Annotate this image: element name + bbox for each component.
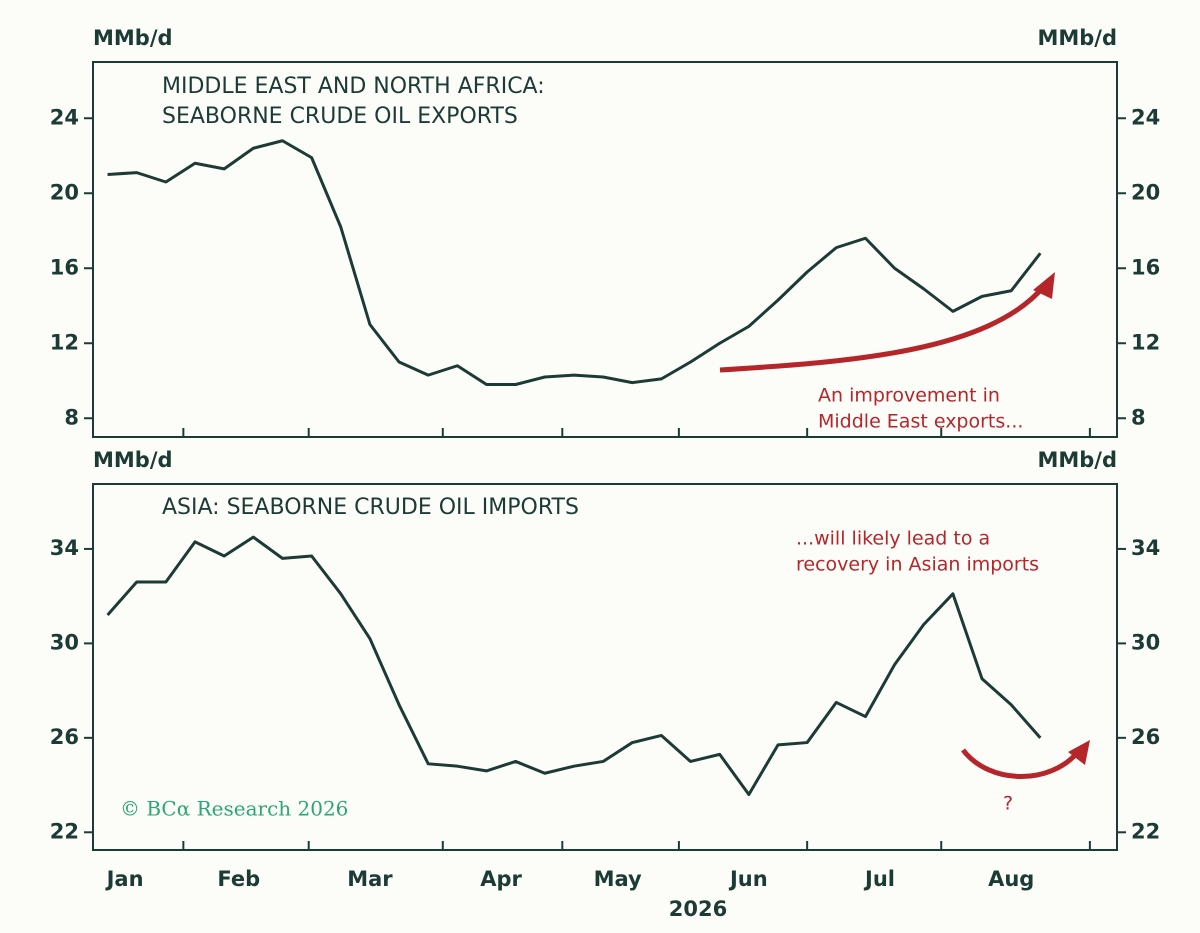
y2-tick-label: 26: [1131, 725, 1160, 749]
arrow: [719, 283, 1047, 373]
annotation: ?: [1003, 793, 1013, 815]
data-line: [106, 535, 1042, 797]
y2-tick-label: 20: [1131, 180, 1160, 204]
y2-tick-label: 16: [1131, 255, 1160, 279]
annotation: An improvement in: [818, 385, 1000, 407]
plot-frame: [92, 483, 1118, 851]
y-axis-label: MMb/d: [93, 26, 173, 50]
annotation: Middle East exports...: [818, 411, 1023, 433]
x-axis-label: 2026: [669, 897, 727, 921]
y2-axis-label: MMb/d: [1037, 448, 1117, 472]
y-tick-label: 8: [64, 405, 79, 429]
y2-tick-label: 30: [1131, 630, 1160, 654]
panel-title: ASIA: SEABORNE CRUDE OIL IMPORTS: [162, 495, 579, 520]
y-tick-label: 26: [50, 725, 79, 749]
y2-tick-label: 8: [1131, 405, 1146, 429]
arrowhead: [1068, 740, 1090, 765]
data-line: [107, 139, 1042, 386]
panel-title: MIDDLE EAST AND NORTH AFRICA:: [162, 74, 545, 99]
y2-axis-label: MMb/d: [1037, 26, 1117, 50]
y2-tick-label: 34: [1131, 536, 1160, 560]
x-tick-label: Mar: [347, 867, 393, 891]
annotation: ...will likely lead to a: [796, 528, 990, 550]
y-tick-label: 30: [50, 630, 79, 654]
y-tick-label: 34: [50, 536, 79, 560]
y-axis-label: MMb/d: [93, 448, 173, 472]
annotation: recovery in Asian imports: [796, 554, 1039, 576]
x-tick-label: Feb: [217, 867, 260, 891]
y-tick-label: 16: [50, 255, 79, 279]
x-tick-label: Jun: [728, 867, 768, 891]
panel-title: SEABORNE CRUDE OIL EXPORTS: [162, 104, 518, 129]
plot-frame: [92, 61, 1118, 438]
y2-tick-label: 12: [1131, 330, 1160, 354]
y-tick-label: 24: [50, 105, 79, 129]
arrow: [961, 748, 1080, 779]
source: © BCα Research 2026: [120, 797, 348, 821]
x-tick-label: May: [594, 867, 642, 891]
y-tick-label: 12: [50, 330, 79, 354]
x-tick-label: Aug: [988, 867, 1034, 891]
x-tick-label: Jul: [863, 867, 895, 891]
x-tick-label: Apr: [480, 867, 522, 891]
y2-tick-label: 22: [1131, 819, 1160, 843]
arrowhead: [1033, 272, 1055, 299]
y-tick-label: 20: [50, 180, 79, 204]
x-tick-label: Jan: [105, 867, 144, 891]
y2-tick-label: 24: [1131, 105, 1160, 129]
y-tick-label: 22: [50, 819, 79, 843]
